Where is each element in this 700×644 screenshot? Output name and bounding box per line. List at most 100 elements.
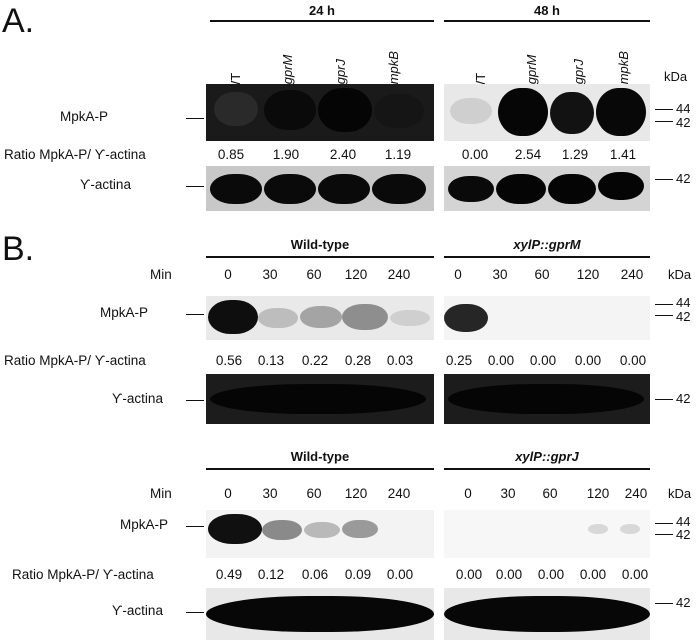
bb-ratio-left-2: 0.12 [257,567,285,582]
bb-time-left-60: 60 [306,486,322,501]
blot-a-mpka-48h [444,84,650,141]
bb-right-title: xylP::gprJ [515,449,579,464]
panel-a-letter: A. [2,2,35,40]
ratio-a-24h-2: 1.90 [272,147,300,162]
bb-right-line [444,468,650,470]
bt-marker-44: 44 [676,295,691,310]
bb-time-right-240: 240 [624,486,648,501]
bb-marker-44-tick [655,523,673,524]
bt-kda-label: kDa [668,267,692,282]
bb-time-right-60: 60 [542,486,558,501]
bb-time-left-240: 240 [387,486,411,501]
bt-ratio-left-3: 0.22 [301,353,329,368]
bb-time-right-120: 120 [586,486,610,501]
bb-time-left-120: 120 [344,486,368,501]
bb-time-right-30: 30 [500,486,516,501]
bt-time-left-60: 60 [306,267,322,282]
bt-marker-42: 42 [676,309,691,324]
blot-a-actin-48h [444,166,650,211]
bb-kda-label: kDa [668,486,692,501]
bt-blot-actin-right [444,374,650,424]
bt-marker-42-tick [655,315,673,316]
bb-blot-mpka-right [444,510,650,558]
bb-left-line [206,468,434,470]
bt-left-line [206,256,434,258]
ratio-a-48h-4: 1.41 [609,147,637,162]
bt-row-tick-mpka [186,314,204,315]
bt-time-right-120: 120 [576,267,600,282]
bb-blot-actin-right [444,588,650,640]
bb-marker-44: 44 [676,514,691,529]
bb-time-left-0: 0 [224,486,232,501]
bt-blot-mpka-left [206,296,434,340]
bb-ratio-left-5: 0.00 [386,567,414,582]
bt-row-label-ratio: Ratio MpkA-P/ Ƴ-actina [4,353,146,368]
bt-right-title: xylP::gprM [513,237,581,252]
bb-ratio-left-1: 0.49 [215,567,243,582]
bt-right-line [444,256,650,258]
bt-marker-actin-42-tick [655,399,673,400]
bt-time-right-240: 240 [620,267,644,282]
bb-ratio-left-3: 0.06 [301,567,329,582]
bt-time-left-120: 120 [344,267,368,282]
bb-row-label-mpka: MpkA-P [120,517,169,532]
group-line-24h [210,20,434,22]
bb-marker-actin-42-tick [655,603,673,604]
row-label-mpka-a: MpkA-P [60,109,109,124]
bt-ratio-right-1: 0.25 [445,353,473,368]
bb-ratio-right-3: 0.00 [537,567,565,582]
group-header-48h: 48 h [533,3,560,18]
marker-actin-42-a-tick [655,179,673,180]
bt-blot-actin-left [206,374,434,424]
bt-ratio-right-3: 0.00 [529,353,557,368]
bt-ratio-right-4: 0.00 [574,353,602,368]
marker-actin-42-a: 42 [676,171,691,186]
bt-ratio-right-5: 0.00 [619,353,647,368]
bt-marker-44-tick [655,304,673,305]
bt-time-right-0: 0 [454,267,462,282]
marker-44-a-tick [655,109,673,110]
row-label-actin-a: Ƴ-actina [80,177,131,192]
bt-time-left-240: 240 [387,267,411,282]
row-tick-mpka-a [186,118,204,119]
blot-a-actin-24h [206,166,434,211]
blot-a-mpka-24h [206,84,434,141]
bb-blot-actin-left [206,588,434,640]
bt-ratio-left-5: 0.03 [386,353,414,368]
bb-row-tick-actin [186,612,204,613]
bb-marker-42-tick [655,534,673,535]
ratio-a-24h-3: 2.40 [329,147,357,162]
bb-blot-mpka-left [206,510,434,558]
bb-ratio-right-5: 0.00 [621,567,649,582]
bt-time-right-60: 60 [534,267,550,282]
ratio-a-24h-4: 1.19 [384,147,412,162]
bb-ratio-right-2: 0.00 [495,567,523,582]
bb-time-right-0: 0 [464,486,472,501]
bt-ratio-left-2: 0.13 [257,353,285,368]
bt-ratio-left-1: 0.56 [215,353,243,368]
ratio-a-48h-3: 1.29 [561,147,589,162]
ratio-a-48h-2: 2.54 [514,147,542,162]
ratio-a-24h-1: 0.85 [217,147,245,162]
bb-marker-actin-42: 42 [676,595,691,610]
bt-time-left-0: 0 [224,267,232,282]
bt-ratio-left-4: 0.28 [344,353,372,368]
bt-row-tick-actin [186,400,204,401]
group-header-24h: 24 h [308,3,335,18]
bb-ratio-left-4: 0.09 [344,567,372,582]
bb-row-label-actin: Ƴ-actina [112,603,163,618]
bb-left-title: Wild-type [290,449,350,464]
bb-ratio-right-1: 0.00 [455,567,483,582]
bt-time-right-30: 30 [492,267,508,282]
bb-marker-42: 42 [676,527,691,542]
bb-time-left-30: 30 [262,486,278,501]
bt-left-title: Wild-type [290,237,350,252]
bt-min-label: Min [150,267,172,282]
ratio-a-48h-1: 0.00 [461,147,489,162]
group-line-48h [444,20,650,22]
bt-row-label-actin: Ƴ-actina [112,391,163,406]
bt-row-label-mpka: MpkA-P [100,305,149,320]
marker-42-a: 42 [676,115,691,130]
bt-ratio-right-2: 0.00 [487,353,515,368]
bt-marker-actin-42: 42 [676,391,691,406]
